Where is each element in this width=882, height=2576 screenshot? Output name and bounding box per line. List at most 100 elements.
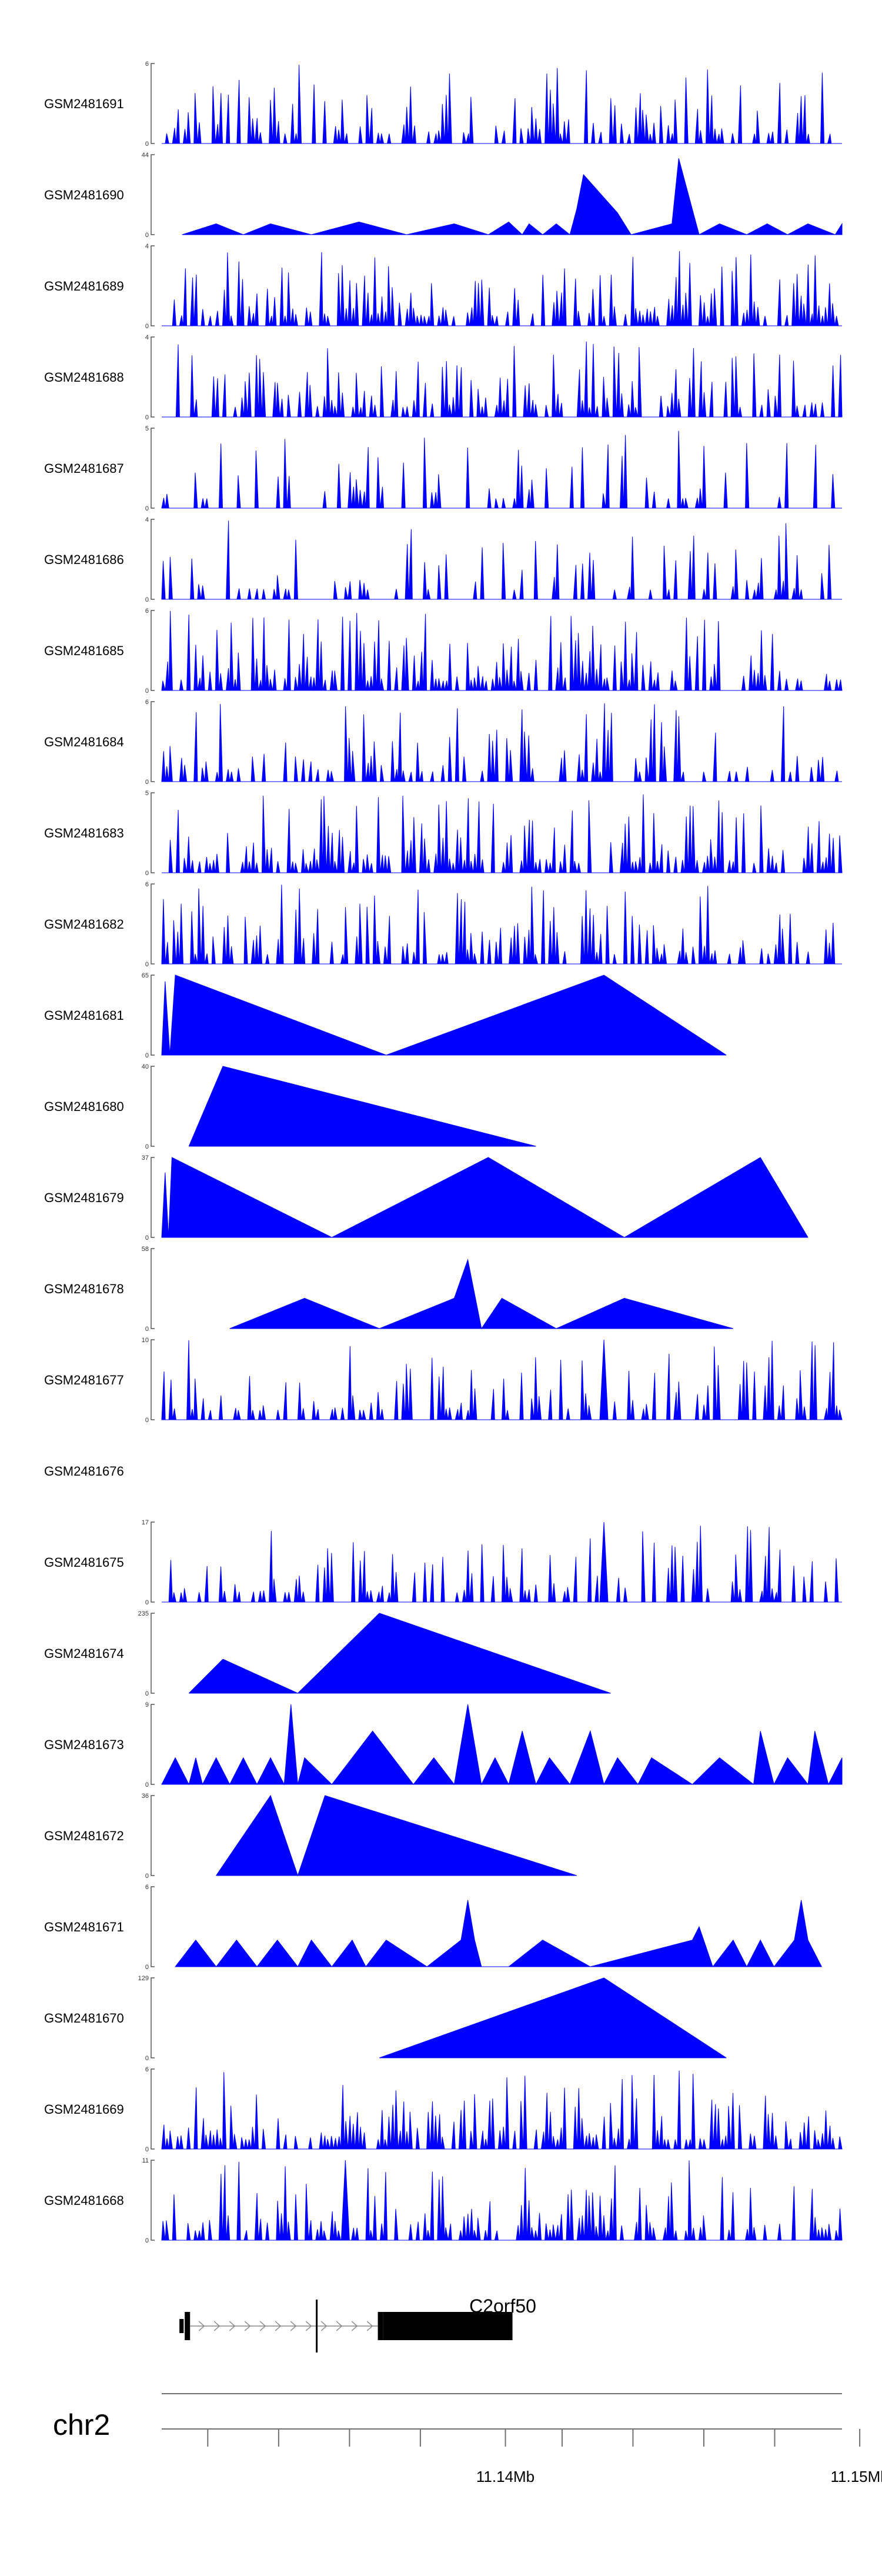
y-axis <box>151 1066 155 1147</box>
coverage-track: GSM2481683 5 0 <box>44 790 843 877</box>
y-tick-max: 10 <box>142 1337 149 1344</box>
y-tick-min: 0 <box>145 323 149 330</box>
track-label: GSM2481684 <box>44 735 124 749</box>
y-tick-max: 58 <box>142 1246 149 1253</box>
chromosome-label: chr2 <box>53 2408 110 2441</box>
coverage-area <box>161 1704 843 1786</box>
y-tick-min: 0 <box>145 1326 149 1333</box>
y-tick-min: 0 <box>145 141 149 148</box>
coverage-area <box>161 1339 843 1420</box>
y-axis <box>151 1339 155 1420</box>
coverage-track: GSM2481672 36 0 <box>44 1793 577 1880</box>
coverage-track: GSM2481691 6 0 <box>44 61 842 148</box>
track-label: GSM2481682 <box>44 917 124 932</box>
coverage-area <box>162 251 842 326</box>
y-tick-min: 0 <box>145 2146 149 2153</box>
coverage-track: GSM2481685 6 0 <box>44 608 843 695</box>
strand-arrow <box>259 2321 266 2331</box>
strand-arrow <box>290 2321 297 2331</box>
coverage-area <box>229 1258 734 1330</box>
y-tick-min: 0 <box>145 414 149 421</box>
coverage-area <box>161 431 842 509</box>
y-tick-min: 0 <box>145 1143 149 1150</box>
y-tick-max: 5 <box>145 425 149 432</box>
coverage-track: GSM2481690 44 0 <box>44 152 843 239</box>
y-tick-max: 17 <box>142 1519 149 1526</box>
strand-arrow <box>320 2321 328 2331</box>
y-tick-max: 44 <box>142 152 149 159</box>
coverage-track: GSM2481673 9 0 <box>44 1701 843 1788</box>
y-tick-max: 6 <box>145 608 149 615</box>
y-axis <box>151 1613 155 1694</box>
coverage-area <box>175 1900 823 1968</box>
coverage-area <box>162 65 842 144</box>
track-label: GSM2481690 <box>44 188 124 202</box>
track-label: GSM2481673 <box>44 1737 124 1752</box>
coverage-track: GSM2481684 6 0 <box>44 699 842 786</box>
y-tick-max: 5 <box>145 790 149 797</box>
y-tick-max: 129 <box>138 1975 149 1982</box>
strand-arrow <box>336 2321 343 2331</box>
y-tick-max: 6 <box>145 1884 149 1891</box>
track-label: GSM2481679 <box>44 1190 124 1205</box>
exon-block <box>377 2312 383 2340</box>
y-axis <box>151 2160 155 2241</box>
y-tick-max: 235 <box>138 1610 149 1617</box>
y-axis <box>151 1977 155 2058</box>
coverage-tracks: GSM248169160GSM2481690440GSM248168940GSM… <box>44 61 843 2244</box>
coverage-track: GSM2481668 11 0 <box>44 2157 843 2244</box>
y-tick-max: 65 <box>142 972 149 979</box>
strand-arrow <box>275 2321 282 2331</box>
coverage-track: GSM2481686 4 0 <box>44 516 842 603</box>
track-label: GSM2481671 <box>44 1920 124 1934</box>
coverage-track: GSM2481678 58 0 <box>44 1246 734 1333</box>
y-axis <box>151 428 155 509</box>
y-tick-max: 6 <box>145 61 149 68</box>
y-axis <box>151 792 155 873</box>
genome-axis: chr2 11.14Mb 11.15Mb <box>53 2393 882 2485</box>
y-tick-min: 0 <box>145 870 149 877</box>
strand-arrow <box>366 2321 373 2331</box>
coverage-area <box>161 2070 843 2150</box>
track-label: GSM2481669 <box>44 2102 124 2117</box>
y-tick-min: 0 <box>145 961 149 968</box>
gene-track: C2orf50 <box>179 2295 536 2353</box>
y-tick-min: 0 <box>145 2055 149 2062</box>
y-axis <box>151 1795 155 1876</box>
y-axis <box>151 1886 155 1967</box>
y-tick-min: 0 <box>145 232 149 239</box>
y-tick-min: 0 <box>145 596 149 603</box>
y-axis <box>151 2068 155 2150</box>
y-tick-min: 0 <box>145 2237 149 2244</box>
track-label: GSM2481670 <box>44 2011 124 2026</box>
coverage-track: GSM2481689 4 0 <box>44 243 842 330</box>
track-label: GSM2481686 <box>44 552 124 567</box>
coverage-track: GSM2481682 6 0 <box>44 881 842 968</box>
coverage-track: GSM2481674 235 0 <box>44 1610 611 1697</box>
coverage-area <box>379 1977 727 2058</box>
coverage-track: GSM2481669 6 0 <box>44 2066 843 2153</box>
coverage-area <box>161 1157 808 1238</box>
coverage-area <box>161 975 727 1056</box>
y-tick-max: 6 <box>145 699 149 706</box>
y-axis <box>151 245 155 326</box>
coverage-track: GSM2481687 5 0 <box>44 425 842 512</box>
y-tick-max: 40 <box>142 1063 149 1070</box>
coverage-area <box>162 341 843 418</box>
y-axis <box>151 154 155 235</box>
y-axis <box>151 336 155 418</box>
coverage-area <box>216 1794 577 1877</box>
y-tick-min: 0 <box>145 1873 149 1880</box>
y-axis <box>151 1521 155 1603</box>
y-tick-min: 0 <box>145 1599 149 1606</box>
y-tick-max: 9 <box>145 1701 149 1709</box>
track-label: GSM2481674 <box>44 1646 124 1661</box>
track-label: GSM2481691 <box>44 96 124 111</box>
y-tick-max: 6 <box>145 881 149 888</box>
coverage-track: GSM2481679 37 0 <box>44 1154 808 1242</box>
y-axis <box>151 975 155 1056</box>
exon-block <box>179 2319 184 2333</box>
strand-arrow <box>244 2321 251 2331</box>
y-axis <box>151 63 155 144</box>
